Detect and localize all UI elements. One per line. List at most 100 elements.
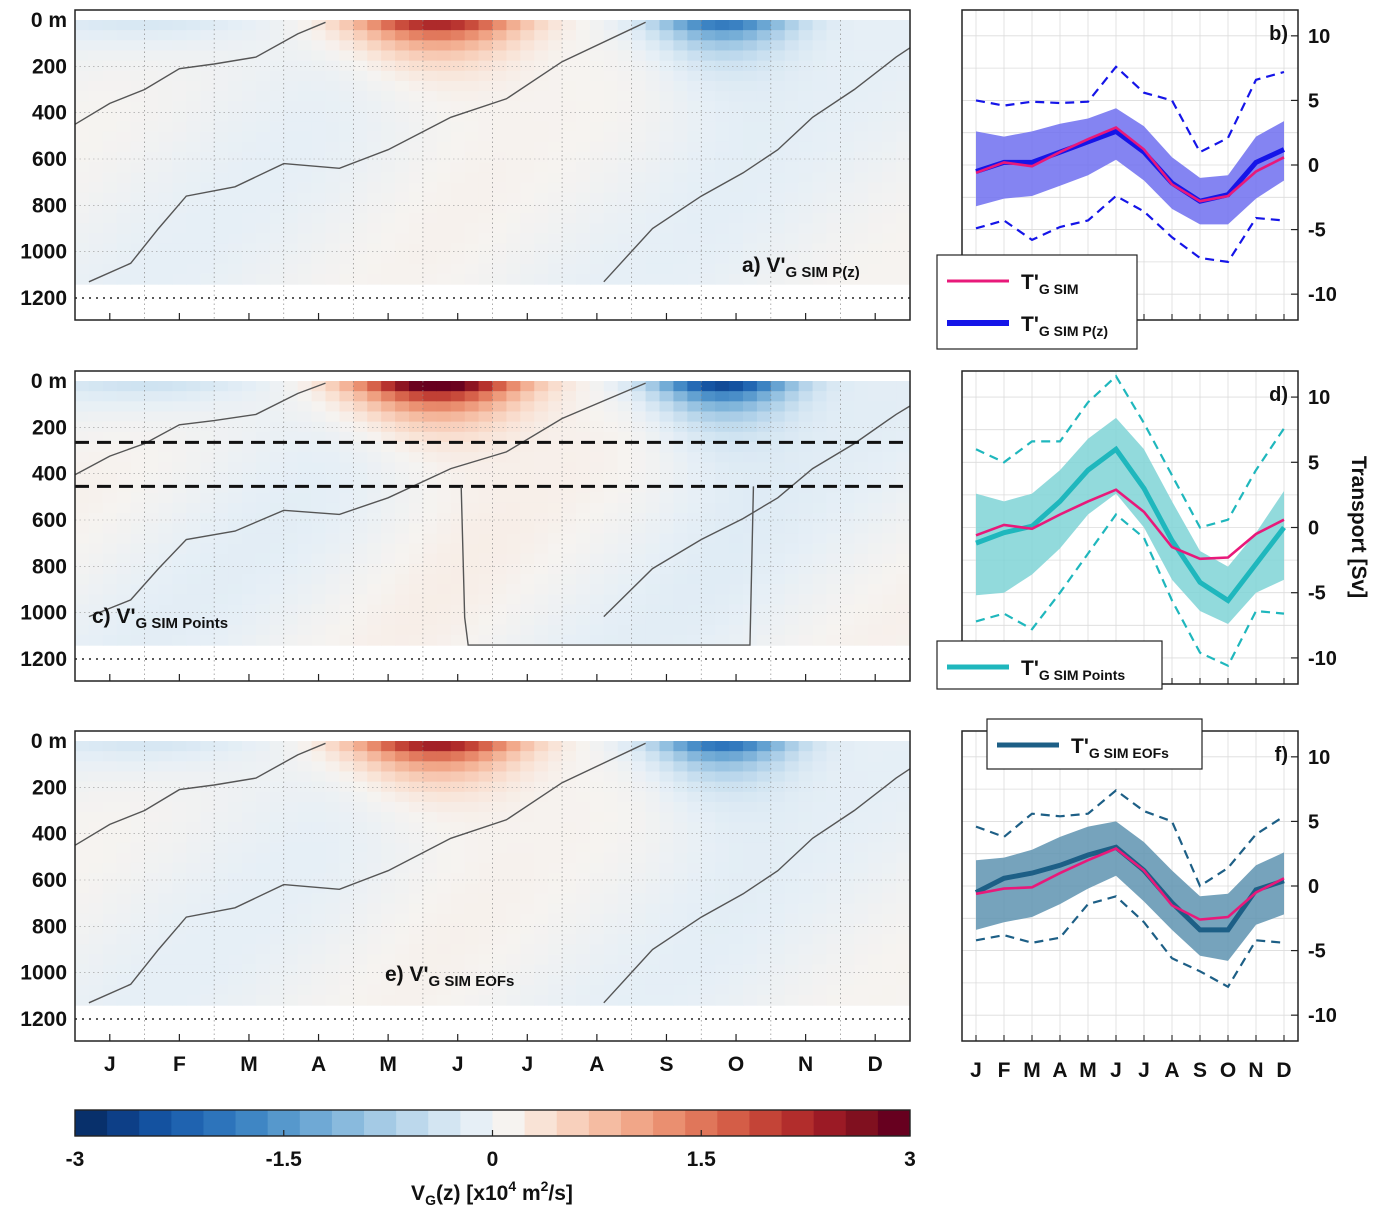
heatmap-cell [492, 523, 508, 534]
heatmap-cell [826, 182, 842, 194]
heatmap-cell [325, 482, 341, 494]
heatmap-cell [130, 523, 146, 534]
heatmap-cell [200, 462, 215, 474]
heatmap-cell [269, 984, 285, 996]
heatmap-cell [631, 801, 647, 813]
heatmap-cell [450, 502, 466, 514]
heatmap-cell [325, 574, 341, 585]
heatmap-cell [228, 822, 243, 834]
heatmap-cell [854, 152, 869, 163]
heatmap-cell [770, 243, 786, 255]
heatmap-cell [214, 502, 229, 514]
heatmap-cell [409, 462, 424, 474]
heatmap-cell [868, 50, 883, 62]
heatmap-cell [158, 152, 174, 163]
heatmap-cell [228, 594, 243, 606]
heatmap-cell [242, 91, 257, 102]
heatmap-cell [186, 172, 201, 184]
heatmap-cell [311, 771, 327, 783]
heatmap-cell [868, 873, 883, 884]
heatmap-cell [854, 172, 869, 184]
heatmap-cell [770, 883, 786, 894]
heatmap-cell [854, 574, 869, 585]
heatmap-cell [200, 614, 215, 626]
heatmap-cell [436, 50, 452, 62]
heatmap-cell [283, 994, 299, 1006]
heatmap-cell [576, 944, 591, 955]
heatmap-cell [395, 91, 410, 102]
heatmap-cell [896, 381, 911, 392]
heatmap-cell [255, 852, 271, 864]
heatmap-cell [478, 761, 494, 773]
heatmap-cell [464, 964, 480, 976]
heatmap-cell [325, 202, 341, 214]
heatmap-cell [409, 182, 424, 194]
heatmap-cell [88, 513, 104, 524]
heatmap-cell [353, 954, 368, 966]
heatmap-cell [255, 421, 271, 433]
heatmap-cell [492, 513, 508, 524]
heatmap-cell [812, 923, 828, 935]
heatmap-cell [88, 791, 104, 803]
heatmap-cell [102, 243, 118, 255]
heatmap-cell [687, 243, 702, 255]
heatmap-cell [186, 131, 201, 143]
heatmap-cell [826, 223, 842, 234]
heatmap-cell [422, 20, 438, 31]
heatmap-cell [214, 202, 229, 214]
heatmap-cell [659, 30, 675, 41]
heatmap-cell [116, 50, 132, 62]
heatmap-cell [840, 563, 855, 575]
heatmap-cell [492, 862, 508, 874]
heatmap-cell [603, 574, 619, 585]
heatmap-cell [729, 944, 744, 955]
heatmap-cell [645, 172, 661, 184]
heatmap-cell [534, 523, 549, 534]
heatmap-cell [645, 80, 661, 92]
heatmap-cell [631, 594, 647, 606]
heatmap-cell [882, 233, 897, 245]
heatmap-cell [144, 111, 160, 123]
heatmap-cell [450, 141, 466, 153]
heatmap-cell [687, 60, 702, 72]
heatmap-cell [478, 923, 494, 935]
heatmap-cell [409, 253, 424, 265]
heatmap-cell [854, 513, 869, 524]
heatmap-cell [854, 893, 869, 905]
heatmap-cell [200, 141, 215, 153]
heatmap-cell [756, 964, 772, 976]
heatmap-cell [854, 634, 869, 646]
heatmap-cell [603, 80, 619, 92]
heatmap-cell [784, 964, 800, 976]
heatmap-cell [228, 741, 243, 752]
heatmap-cell [102, 401, 118, 413]
heatmap-cell [756, 812, 772, 823]
heatmap-cell [729, 172, 744, 184]
heatmap-cell [687, 431, 702, 443]
heatmap-cell [200, 182, 215, 194]
heatmap-cell [478, 253, 494, 265]
heatmap-cell [868, 411, 883, 423]
heatmap-cell [896, 913, 911, 925]
heatmap-cell [506, 751, 521, 762]
heatmap-cell [520, 431, 535, 443]
heatmap-cell [631, 60, 647, 72]
heatmap-cell [395, 553, 410, 565]
heatmap-cell [409, 263, 424, 275]
heatmap-cell [506, 401, 521, 413]
heatmap-cell [409, 944, 424, 955]
heatmap-cell [576, 994, 591, 1006]
heatmap-cell [576, 411, 591, 423]
heatmap-cell [826, 243, 842, 255]
heatmap-cell [144, 162, 160, 173]
heatmap-cell [534, 574, 549, 585]
heatmap-cell [75, 101, 90, 113]
y-tick-label: 10 [1308, 26, 1330, 48]
heatmap-cell [102, 994, 118, 1006]
heatmap-cell [576, 553, 591, 565]
heatmap-cell [436, 523, 452, 534]
x-tick-label-month: J [1110, 1059, 1122, 1082]
y-tick-label: -5 [1308, 220, 1326, 242]
heatmap-cell [896, 121, 911, 133]
heatmap-cell [617, 822, 633, 834]
